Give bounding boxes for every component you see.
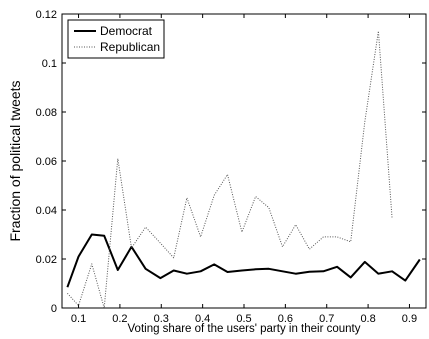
x-tick-label: 0.4 bbox=[195, 313, 210, 325]
x-tick-label: 0.5 bbox=[236, 313, 251, 325]
y-tick-label: 0.08 bbox=[36, 107, 57, 119]
y-tick-label: 0.12 bbox=[36, 9, 57, 21]
series-line-democrat bbox=[66, 233, 421, 288]
plot-frame bbox=[61, 13, 427, 309]
legend-box bbox=[67, 19, 165, 59]
y-tick-label: 0.04 bbox=[36, 205, 57, 217]
x-tick-label: 0.8 bbox=[360, 313, 375, 325]
x-tick-label: 0.2 bbox=[112, 313, 127, 325]
x-tick-label: 0.3 bbox=[154, 313, 169, 325]
series-layer bbox=[66, 30, 421, 309]
legend: Democrat Republican bbox=[67, 19, 165, 59]
y-tick-label: 0.1 bbox=[42, 58, 57, 70]
x-tick-label: 0.6 bbox=[278, 313, 293, 325]
x-tick-label: 0.1 bbox=[71, 313, 86, 325]
x-axis-label: Voting share of the users' party in thei… bbox=[128, 323, 361, 335]
legend-label-democrat: Democrat bbox=[100, 24, 153, 38]
y-axis-label: Fraction of political tweets bbox=[7, 80, 23, 241]
x-tick-label: 0.7 bbox=[319, 313, 334, 325]
y-axis: 0 0.02 0.04 0.06 0.08 0.1 0.12 bbox=[36, 9, 426, 315]
y-tick-label: 0 bbox=[51, 303, 57, 315]
x-axis: 0.1 0.2 0.3 0.4 0.5 0.6 0.7 0.8 0.9 bbox=[71, 14, 417, 325]
legend-label-republican: Republican bbox=[100, 40, 160, 54]
x-tick-label: 0.9 bbox=[402, 313, 417, 325]
y-tick-label: 0.06 bbox=[36, 156, 57, 168]
y-tick-label: 0.02 bbox=[36, 254, 57, 266]
